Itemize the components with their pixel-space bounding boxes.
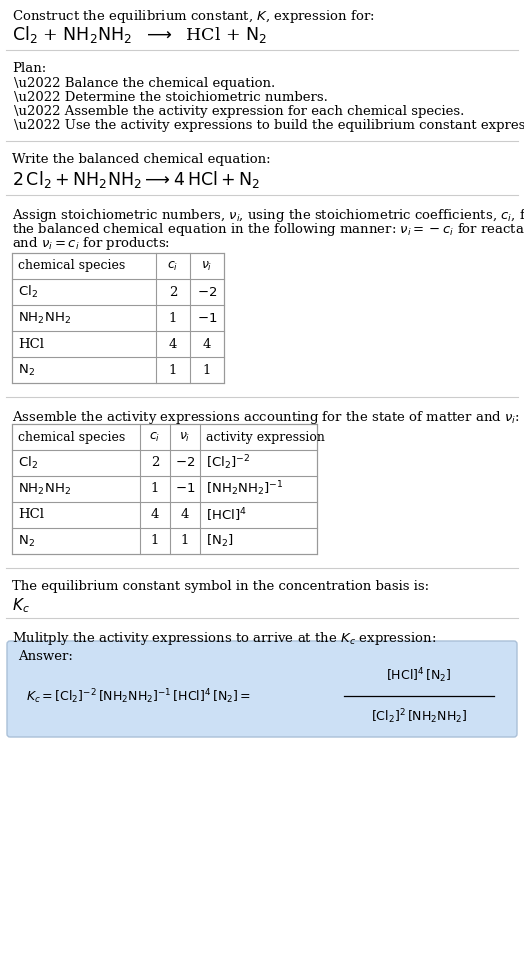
Text: the balanced chemical equation in the following manner: $\nu_i = -c_i$ for react: the balanced chemical equation in the fo… xyxy=(12,221,524,238)
Text: $\mathrm{Cl_2}$ + $\mathrm{NH_2NH_2}$  $\longrightarrow$  HCl + $\mathrm{N_2}$: $\mathrm{Cl_2}$ + $\mathrm{NH_2NH_2}$ $\… xyxy=(12,24,267,45)
Text: \u2022 Determine the stoichiometric numbers.: \u2022 Determine the stoichiometric numb… xyxy=(14,91,328,104)
Text: Answer:: Answer: xyxy=(18,650,73,663)
Text: $K_c = [\mathrm{Cl_2}]^{-2}\,[\mathrm{NH_2NH_2}]^{-1}\,[\mathrm{HCl}]^4\,[\mathr: $K_c = [\mathrm{Cl_2}]^{-2}\,[\mathrm{NH… xyxy=(26,687,251,706)
Text: \u2022 Assemble the activity expression for each chemical species.: \u2022 Assemble the activity expression … xyxy=(14,105,464,118)
Text: chemical species: chemical species xyxy=(18,431,125,443)
Text: $-1$: $-1$ xyxy=(175,482,195,496)
Text: $[\mathrm{N_2}]$: $[\mathrm{N_2}]$ xyxy=(206,533,234,550)
Text: chemical species: chemical species xyxy=(18,260,125,272)
Text: 1: 1 xyxy=(151,534,159,548)
Text: 4: 4 xyxy=(203,338,211,350)
Text: 1: 1 xyxy=(181,534,189,548)
Text: $[\mathrm{Cl_2}]^2\,[\mathrm{NH_2NH_2}]$: $[\mathrm{Cl_2}]^2\,[\mathrm{NH_2NH_2}]$ xyxy=(371,707,467,726)
Text: $K_c$: $K_c$ xyxy=(12,596,30,615)
Text: $\mathrm{N_2}$: $\mathrm{N_2}$ xyxy=(18,363,35,378)
Text: 1: 1 xyxy=(169,312,177,324)
Text: $\mathrm{NH_2NH_2}$: $\mathrm{NH_2NH_2}$ xyxy=(18,311,71,325)
Text: Plan:: Plan: xyxy=(12,62,46,75)
Text: $\mathrm{NH_2NH_2}$: $\mathrm{NH_2NH_2}$ xyxy=(18,481,71,497)
Text: and $\nu_i = c_i$ for products:: and $\nu_i = c_i$ for products: xyxy=(12,235,170,252)
Text: $[\mathrm{HCl}]^4$: $[\mathrm{HCl}]^4$ xyxy=(206,506,247,524)
Text: $\nu_i$: $\nu_i$ xyxy=(201,260,213,272)
Text: $2\,\mathrm{Cl_2} + \mathrm{NH_2NH_2}\longrightarrow 4\,\mathrm{HCl} + \mathrm{N: $2\,\mathrm{Cl_2} + \mathrm{NH_2NH_2}\lo… xyxy=(12,169,260,190)
Text: The equilibrium constant symbol in the concentration basis is:: The equilibrium constant symbol in the c… xyxy=(12,580,429,593)
Text: Construct the equilibrium constant, $K$, expression for:: Construct the equilibrium constant, $K$,… xyxy=(12,8,375,25)
Text: $\mathrm{Cl_2}$: $\mathrm{Cl_2}$ xyxy=(18,455,38,471)
Text: Assemble the activity expressions accounting for the state of matter and $\nu_i$: Assemble the activity expressions accoun… xyxy=(12,409,520,426)
Text: \u2022 Balance the chemical equation.: \u2022 Balance the chemical equation. xyxy=(14,77,275,90)
Text: 4: 4 xyxy=(151,508,159,522)
Text: 4: 4 xyxy=(181,508,189,522)
FancyBboxPatch shape xyxy=(7,641,517,737)
Text: $[\mathrm{HCl}]^4\,[\mathrm{N_2}]$: $[\mathrm{HCl}]^4\,[\mathrm{N_2}]$ xyxy=(386,667,452,685)
Text: $-2$: $-2$ xyxy=(175,456,195,470)
Text: 2: 2 xyxy=(169,286,177,298)
Text: 4: 4 xyxy=(169,338,177,350)
Text: $[\mathrm{Cl_2}]^{-2}$: $[\mathrm{Cl_2}]^{-2}$ xyxy=(206,454,250,473)
Text: $\mathrm{N_2}$: $\mathrm{N_2}$ xyxy=(18,533,35,549)
Text: Mulitply the activity expressions to arrive at the $K_c$ expression:: Mulitply the activity expressions to arr… xyxy=(12,630,436,647)
Text: $c_i$: $c_i$ xyxy=(167,260,179,272)
Text: 1: 1 xyxy=(169,363,177,377)
Text: $\mathrm{Cl_2}$: $\mathrm{Cl_2}$ xyxy=(18,284,38,300)
Text: HCl: HCl xyxy=(18,338,44,350)
Text: Assign stoichiometric numbers, $\nu_i$, using the stoichiometric coefficients, $: Assign stoichiometric numbers, $\nu_i$, … xyxy=(12,207,524,224)
Text: Write the balanced chemical equation:: Write the balanced chemical equation: xyxy=(12,153,270,166)
Text: $c_i$: $c_i$ xyxy=(149,431,161,444)
Bar xyxy=(12,424,317,554)
Text: 2: 2 xyxy=(151,456,159,470)
Text: $[\mathrm{NH_2NH_2}]^{-1}$: $[\mathrm{NH_2NH_2}]^{-1}$ xyxy=(206,480,283,499)
Text: activity expression: activity expression xyxy=(206,431,325,443)
Text: \u2022 Use the activity expressions to build the equilibrium constant expression: \u2022 Use the activity expressions to b… xyxy=(14,119,524,132)
Text: $-1$: $-1$ xyxy=(197,312,217,324)
Bar xyxy=(12,253,224,383)
Text: HCl: HCl xyxy=(18,508,44,522)
Text: $-2$: $-2$ xyxy=(197,286,217,298)
Text: $\nu_i$: $\nu_i$ xyxy=(179,431,191,444)
Text: 1: 1 xyxy=(151,482,159,496)
Text: 1: 1 xyxy=(203,363,211,377)
